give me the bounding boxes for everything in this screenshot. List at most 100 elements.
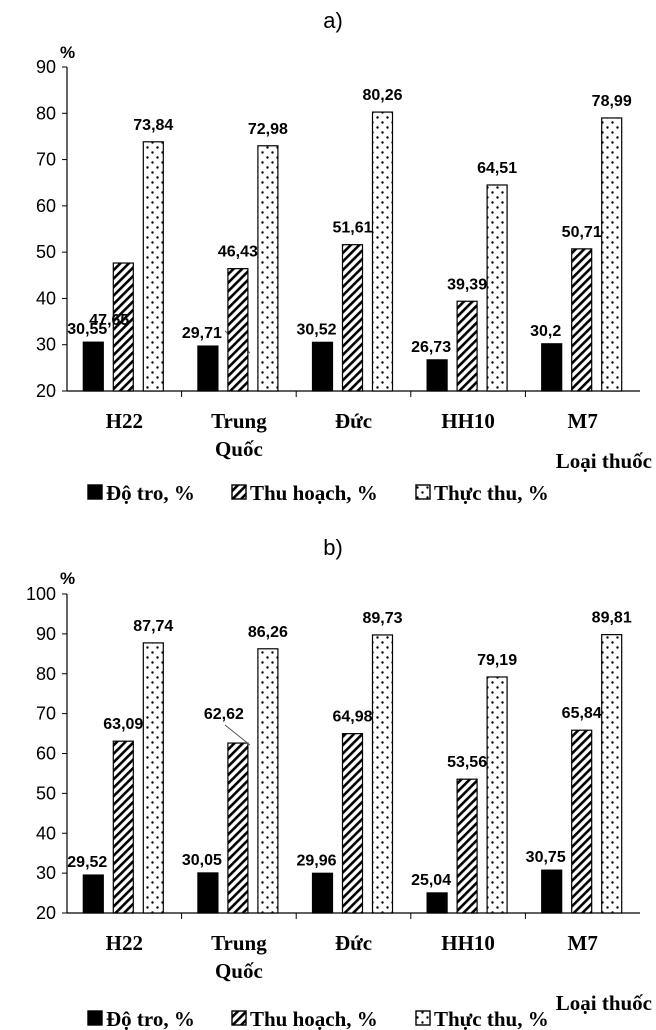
chart-title: b) [323, 535, 343, 560]
legend-label: Độ tro, % [106, 1007, 195, 1030]
x-axis-title: Loại thuốc [556, 449, 652, 473]
y-axis-unit: % [60, 43, 75, 62]
category-label: Quốc [215, 437, 263, 461]
bar [426, 359, 448, 392]
category-label: H22 [106, 931, 143, 955]
data-label-leader [224, 724, 251, 746]
bar [112, 262, 134, 392]
bar [142, 141, 164, 392]
legend-swatch [415, 1010, 431, 1026]
bar [197, 872, 219, 914]
data-label: 80,26 [362, 87, 402, 104]
y-tick-label: 30 [36, 335, 56, 355]
category-label: M7 [568, 409, 598, 433]
data-label: 87,74 [133, 618, 173, 635]
chart-title: a) [323, 8, 343, 33]
data-label: 30,2 [530, 323, 561, 340]
legend-swatch [87, 1010, 103, 1026]
data-label: 50,71 [562, 224, 602, 241]
y-tick-label: 80 [36, 664, 56, 684]
legend-swatch [231, 484, 247, 500]
data-label: 86,26 [248, 624, 288, 641]
bar [142, 642, 164, 914]
bar [456, 300, 478, 392]
data-label: 51,61 [332, 220, 372, 237]
data-label: 65,84 [562, 705, 602, 722]
y-tick-label: 50 [36, 783, 56, 803]
data-label: 29,52 [67, 854, 107, 871]
bar [257, 648, 279, 914]
data-label: 30,52 [296, 321, 336, 338]
data-label: 30,05 [182, 852, 222, 869]
y-tick-label: 20 [36, 903, 56, 923]
legend-swatch [415, 484, 431, 500]
bar [257, 145, 279, 392]
bar [227, 742, 249, 914]
legend-label: Thu hoạch, % [250, 481, 378, 505]
category-label: HH10 [441, 931, 495, 955]
data-label: 78,99 [592, 93, 632, 110]
data-label: 73,84 [133, 117, 173, 134]
bar [486, 184, 508, 392]
data-label: 30,75 [526, 849, 566, 866]
category-label: Quốc [215, 959, 263, 983]
y-tick-label: 80 [36, 103, 56, 123]
bar [571, 248, 593, 392]
y-tick-label: 60 [36, 196, 56, 216]
data-label: 72,98 [248, 121, 288, 138]
y-axis-unit: % [60, 569, 75, 588]
data-label: 29,96 [296, 852, 336, 869]
bar [341, 244, 364, 392]
y-tick-label: 70 [36, 704, 56, 724]
bar [371, 111, 394, 392]
data-label: 46,43 [218, 244, 258, 261]
bar [82, 874, 104, 914]
bar [601, 117, 623, 392]
y-tick-label: 40 [36, 288, 56, 308]
legend-swatch [87, 484, 103, 500]
data-label: 89,73 [362, 610, 402, 627]
category-label: Trung [211, 931, 267, 955]
data-label: 79,19 [477, 652, 517, 669]
bar [311, 872, 334, 914]
legend-label: Thực thu, % [434, 1007, 549, 1030]
legend-label: Thực thu, % [434, 481, 549, 505]
bar [112, 740, 134, 914]
bar [82, 341, 104, 392]
x-axis-title: Loại thuốc [556, 991, 652, 1015]
category-label: Đức [335, 931, 372, 955]
data-label: 47,65 [89, 312, 129, 329]
y-tick-label: 90 [36, 624, 56, 644]
data-label: 29,71 [182, 325, 222, 342]
data-label: 62,62 [204, 706, 244, 723]
y-tick-label: 20 [36, 381, 56, 401]
bar [541, 869, 563, 914]
category-label: Trung [211, 409, 267, 433]
bar [341, 733, 364, 914]
bar [601, 634, 623, 914]
data-label: 64,98 [332, 709, 372, 726]
category-label: H22 [106, 409, 143, 433]
data-label: 64,51 [477, 160, 517, 177]
legend-swatch [231, 1010, 247, 1026]
data-label: 53,56 [447, 754, 487, 771]
bar [197, 345, 219, 392]
bar [227, 268, 249, 392]
bar [371, 634, 394, 914]
data-label: 26,73 [411, 339, 451, 356]
data-label: 39,39 [447, 276, 487, 293]
legend-label: Độ tro, % [106, 481, 195, 505]
legend-label: Thu hoạch, % [250, 1007, 378, 1030]
bar [541, 343, 563, 392]
y-tick-label: 50 [36, 242, 56, 262]
bar [571, 729, 593, 914]
data-label: 89,81 [592, 610, 632, 627]
data-label: 30,55 [67, 321, 107, 338]
data-label: 63,09 [103, 716, 143, 733]
chart-panel-b: b)% 20 30 40 50 60 70 80 90 100 H22 29,52 63,09 87,74… [26, 535, 652, 1030]
category-label: HH10 [441, 409, 495, 433]
bar [456, 778, 478, 914]
y-tick-label: 100 [26, 584, 56, 604]
